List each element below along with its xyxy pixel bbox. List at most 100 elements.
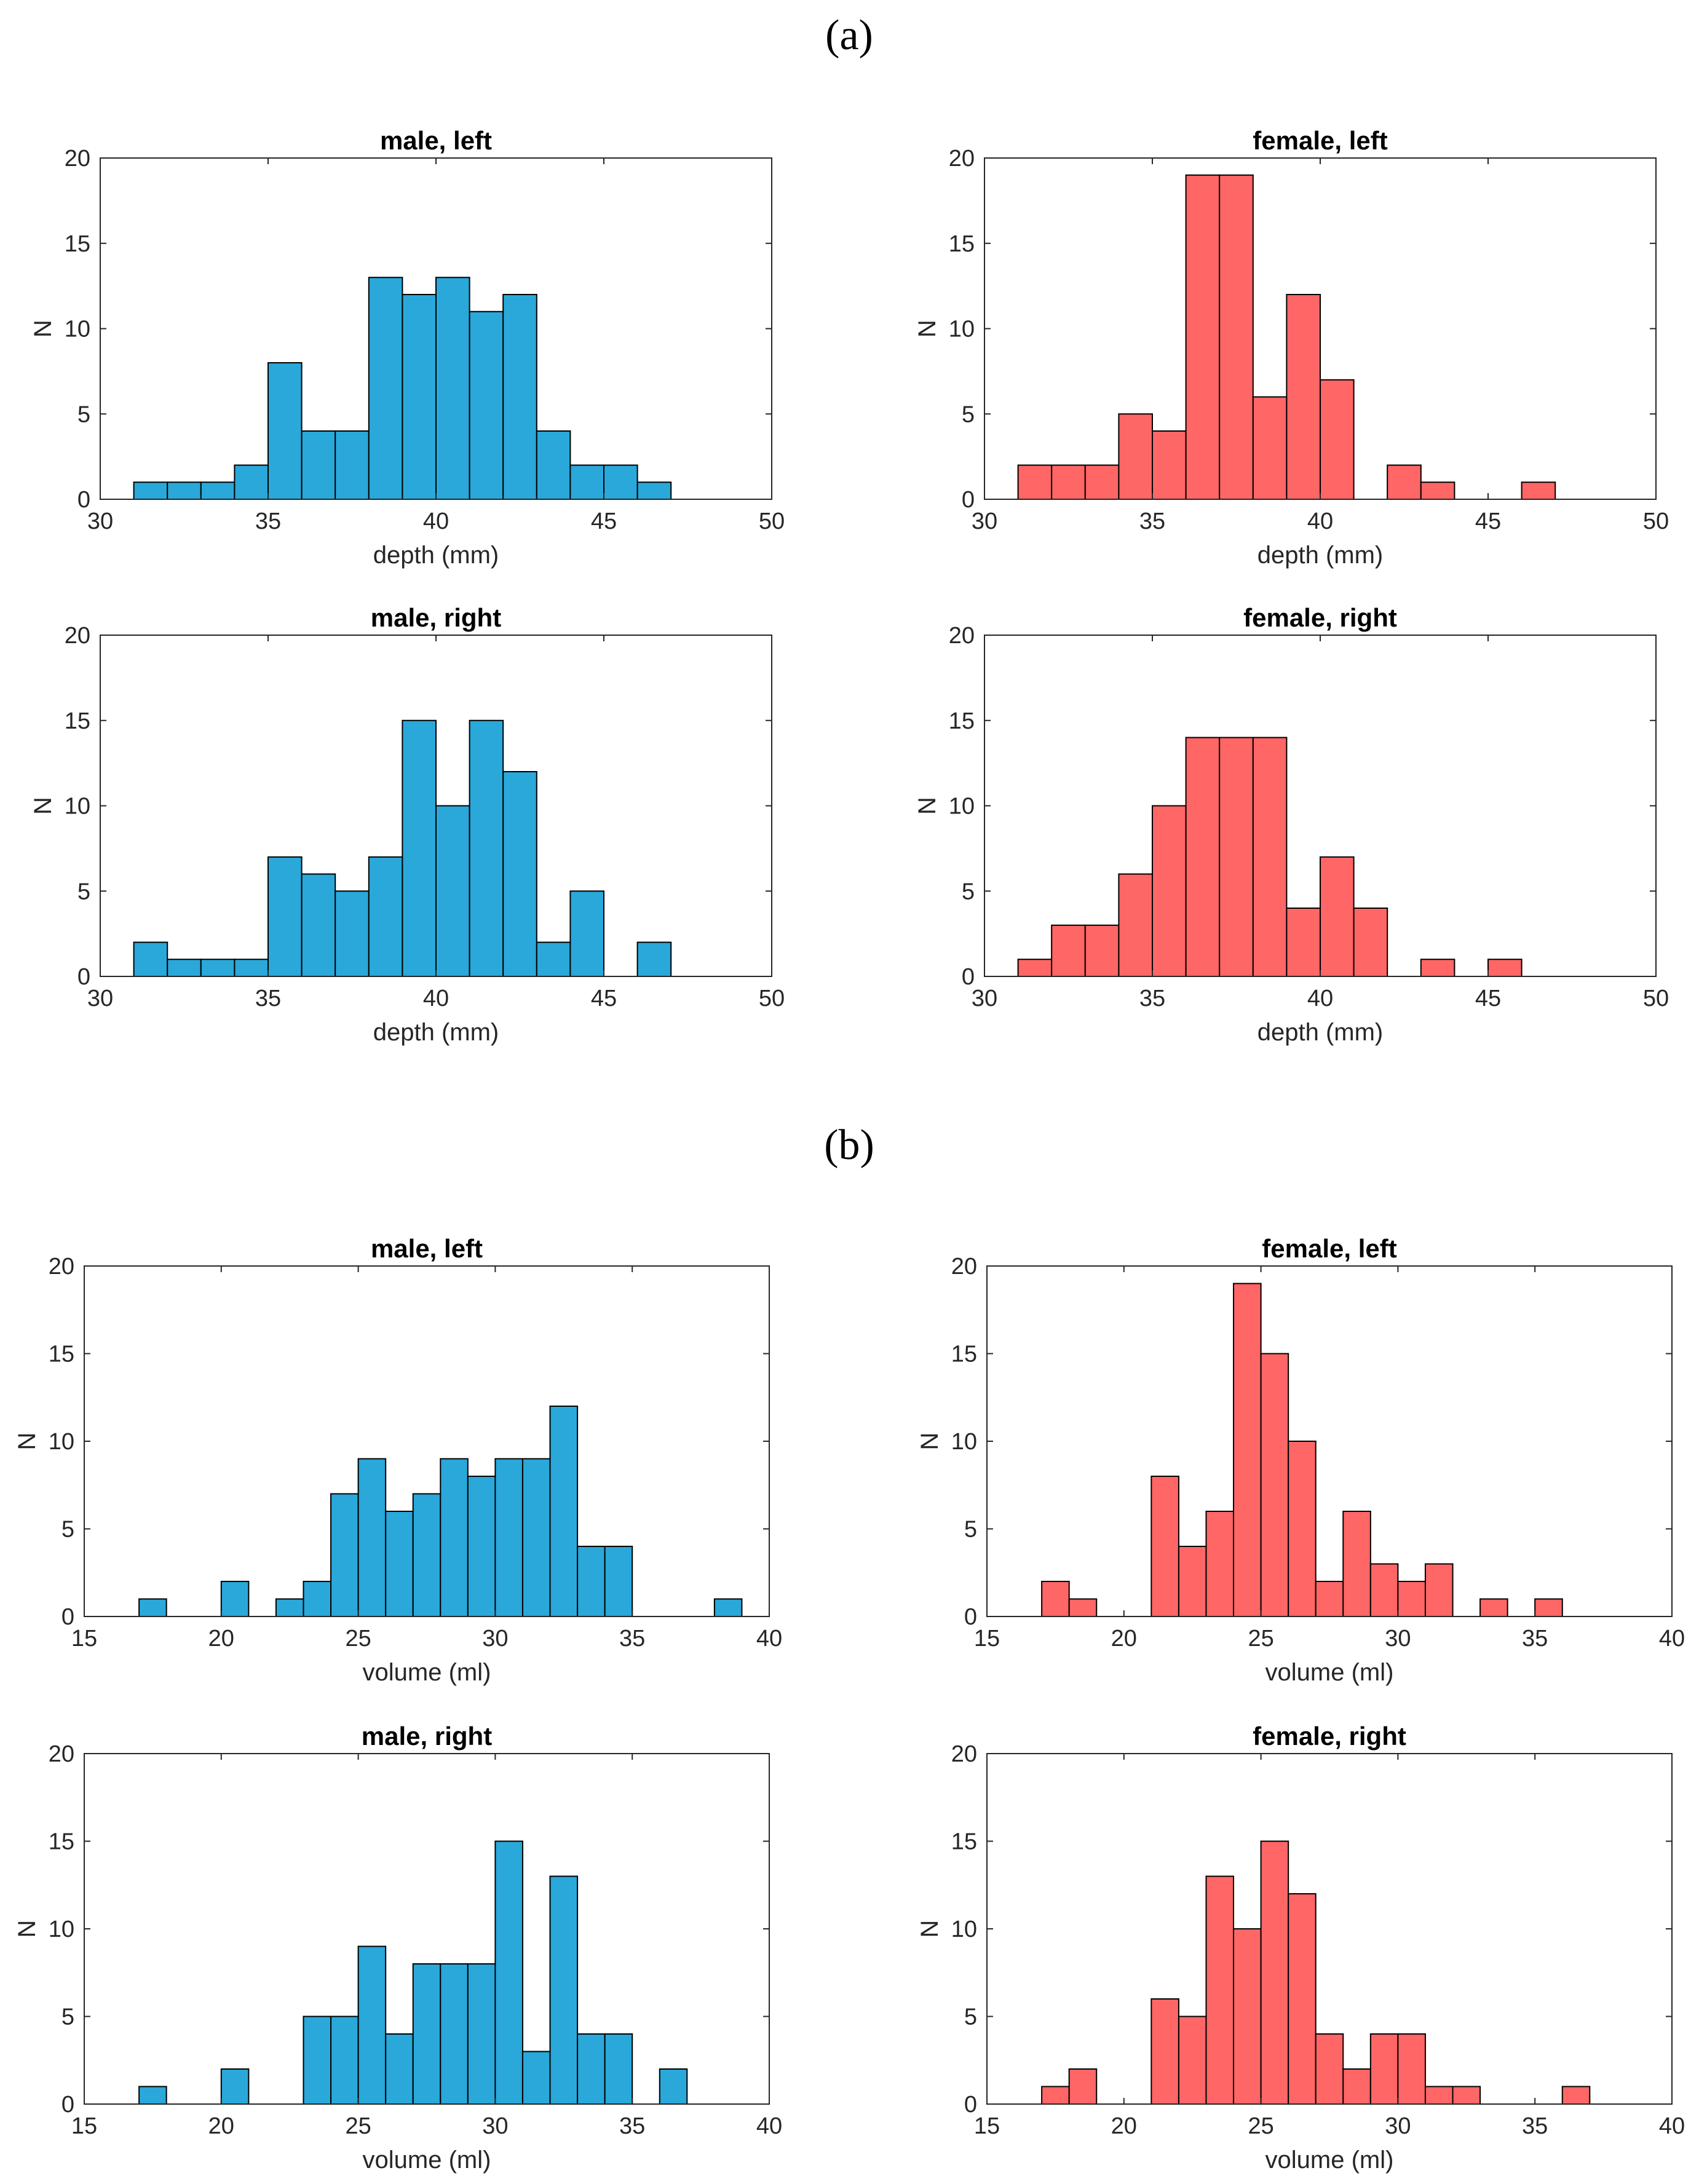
histogram-bar [1320, 379, 1355, 500]
x-tick-label: 45 [591, 508, 617, 534]
x-tick-label: 30 [87, 508, 113, 534]
y-tick-label: 15 [49, 1342, 74, 1367]
x-tick-label: 35 [1139, 508, 1165, 534]
chart-male-4: 15 20 25 30 35 40 0 5 10 15 20 male, left volume (ml… [14, 1234, 782, 1686]
histogram-bar [1152, 430, 1187, 500]
histogram-bar [536, 941, 571, 977]
histogram-bar [467, 1963, 496, 2105]
histogram-bar [435, 805, 470, 977]
x-tick-label: 45 [1475, 508, 1501, 534]
histogram-bar [368, 277, 403, 500]
y-tick-label: 10 [65, 317, 90, 342]
histogram-bar [577, 2033, 606, 2105]
x-axis-label: depth (mm) [1257, 542, 1384, 569]
histogram-bar [604, 1546, 633, 1617]
histogram-bar [521, 2051, 551, 2105]
x-tick-label: 40 [1307, 986, 1333, 1011]
histogram-bar [1068, 2068, 1098, 2105]
x-tick-label: 35 [255, 986, 281, 1011]
x-tick-label: 30 [87, 986, 113, 1011]
histogram-bar [549, 1406, 579, 1617]
x-axis-label: depth (mm) [373, 1019, 499, 1046]
histogram-bar [1041, 1581, 1070, 1617]
histogram-bar [1561, 2086, 1591, 2105]
y-tick-label: 20 [49, 1741, 74, 1767]
y-tick-label: 0 [61, 1604, 74, 1630]
histogram-bar [200, 959, 236, 977]
x-tick-label: 35 [255, 508, 281, 534]
histogram-bar [200, 481, 236, 500]
histogram-bar [368, 856, 403, 977]
y-tick-label: 5 [964, 2004, 977, 2030]
x-axis-label: depth (mm) [1257, 1019, 1384, 1046]
histogram-bar [636, 481, 672, 500]
histogram-bar [385, 2033, 414, 2105]
histogram-bar [303, 1581, 332, 1617]
histogram-bar [1041, 2086, 1070, 2105]
x-axis-label: volume (ml) [1265, 2146, 1394, 2174]
histogram-bar [1260, 1840, 1289, 2105]
chart-title: male, left [380, 126, 492, 155]
x-tick-label: 35 [1139, 986, 1165, 1011]
chart-female-1: 30 35 40 45 50 0 5 10 15 20 female, left depth (mm)… [914, 126, 1669, 569]
histogram-bar [1288, 1893, 1317, 2105]
histogram-bar [659, 2068, 688, 2105]
y-axis-label: N [916, 1433, 943, 1450]
x-tick-label: 35 [619, 2113, 645, 2139]
histogram-bar [1521, 481, 1556, 500]
histogram-bar [267, 362, 303, 500]
histogram-bar [1288, 1441, 1317, 1617]
histogram-bar [1424, 1563, 1454, 1617]
x-tick-label: 20 [208, 2113, 234, 2139]
y-tick-label: 15 [949, 708, 975, 734]
histogram-bar [1320, 856, 1355, 977]
chart-title: female, right [1243, 603, 1397, 632]
histogram-bar [603, 464, 638, 500]
histogram-bar [167, 959, 202, 977]
y-tick-label: 5 [962, 402, 975, 427]
histogram-bar [469, 719, 504, 977]
histogram-bar [469, 311, 504, 500]
histogram-bar [1260, 1353, 1289, 1617]
histogram-bar [1017, 959, 1053, 977]
histogram-bar [330, 2016, 359, 2105]
x-tick-label: 50 [1643, 508, 1669, 534]
histogram-bar [1420, 959, 1455, 977]
y-tick-label: 5 [61, 2004, 74, 2030]
y-tick-label: 10 [49, 1429, 74, 1455]
y-tick-label: 0 [962, 487, 975, 513]
y-tick-label: 0 [964, 1604, 977, 1630]
y-axis-label: N [30, 797, 57, 815]
y-tick-label: 0 [77, 487, 90, 513]
histogram-bar [1534, 1598, 1563, 1617]
histogram-bar [234, 464, 269, 500]
y-tick-label: 20 [949, 623, 975, 649]
y-tick-label: 15 [951, 1342, 977, 1367]
histogram-bar [1315, 2033, 1344, 2105]
y-tick-label: 20 [951, 1741, 977, 1767]
histogram-bar [1051, 924, 1086, 977]
histogram-bar [138, 2086, 167, 2105]
y-tick-label: 15 [65, 231, 90, 257]
x-tick-label: 30 [972, 986, 997, 1011]
histogram-bar [220, 1581, 250, 1617]
chart-female-5: 15 20 25 30 35 40 0 5 10 15 20 female, left volume (… [916, 1234, 1685, 1686]
y-axis-label: N [14, 1920, 41, 1938]
histogram-bar [138, 1598, 167, 1617]
x-tick-label: 30 [972, 508, 997, 534]
histogram-bar [1424, 2086, 1454, 2105]
axes-box [986, 1265, 1673, 1617]
x-axis-label: depth (mm) [373, 542, 499, 569]
histogram-bar [385, 1511, 414, 1617]
histogram-bar [303, 2016, 332, 2105]
histogram-bar [435, 277, 470, 500]
histogram-bar [577, 1546, 606, 1617]
y-tick-label: 5 [77, 879, 90, 904]
histogram-bar [357, 1458, 387, 1617]
histogram-bar [275, 1598, 304, 1617]
chart-male-6: 15 20 25 30 35 40 0 5 10 15 20 male, right volume (m… [14, 1722, 782, 2174]
x-tick-label: 15 [71, 1626, 97, 1652]
x-tick-label: 15 [974, 1626, 1000, 1652]
x-tick-label: 25 [345, 2113, 371, 2139]
